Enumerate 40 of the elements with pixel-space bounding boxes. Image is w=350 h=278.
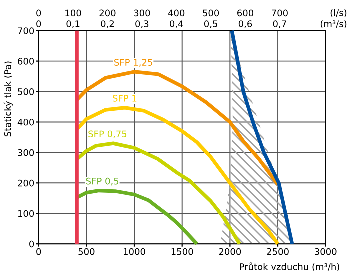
y-tick-label: 500 — [18, 88, 34, 96]
text: 0 — [36, 20, 42, 28]
x2-tick-label: 600 — [238, 10, 254, 17]
x2-tick-label: 400 — [168, 10, 185, 17]
text: 0,4 — [170, 20, 184, 28]
y-tick-label: 600 — [18, 58, 34, 65]
text: 0,7 — [273, 20, 286, 28]
text: 0,3 — [136, 20, 149, 28]
x-tick-label: 500 — [78, 248, 95, 256]
x-tick-label: 1500 — [172, 248, 194, 256]
x2-axis-title: (l/s) — [330, 9, 347, 18]
x2-tick-label: 200 — [100, 10, 116, 17]
x-tick-label: 2500 — [267, 248, 289, 256]
x2-tick-label: 0 — [36, 10, 42, 17]
text: (m³/s) — [320, 20, 347, 28]
x-axis-title: Průtok vzduchu (m³/h) — [240, 262, 340, 272]
x-tick-label: 0 — [36, 248, 42, 256]
series-label: SFP 1 — [113, 95, 137, 102]
x2-tick-label: 500 — [203, 10, 220, 17]
series-label: SFP 0,5 — [86, 178, 119, 186]
x2-tick-label: 300 — [134, 10, 150, 17]
y-tick-label: 200 — [18, 180, 34, 187]
x-tick-label: 1000 — [124, 248, 146, 256]
x2-tick-label: 700 — [272, 10, 288, 17]
line-series — [230, 29, 294, 246]
y-tick-label: 100 — [18, 210, 34, 218]
y-tick-label: 0 — [30, 240, 34, 248]
y-axis-title: Statický tlak (Pa) — [4, 62, 14, 137]
x-tick-label: 3000 — [315, 248, 337, 256]
x-tick-label: 2000 — [219, 248, 242, 256]
series-label: SFP 1,25 — [114, 59, 152, 67]
text: 0,1 — [66, 20, 80, 28]
y-tick-label: 700 — [18, 28, 34, 34]
text: 0,2 — [101, 20, 114, 28]
series-label: SFP 0,75 — [88, 130, 127, 138]
y-tick-label: 300 — [18, 149, 34, 156]
x2-tick-label: 100 — [66, 10, 82, 17]
text: 0,5 — [204, 20, 218, 28]
y-tick-label: 400 — [18, 118, 34, 126]
text: 0,6 — [238, 20, 252, 28]
